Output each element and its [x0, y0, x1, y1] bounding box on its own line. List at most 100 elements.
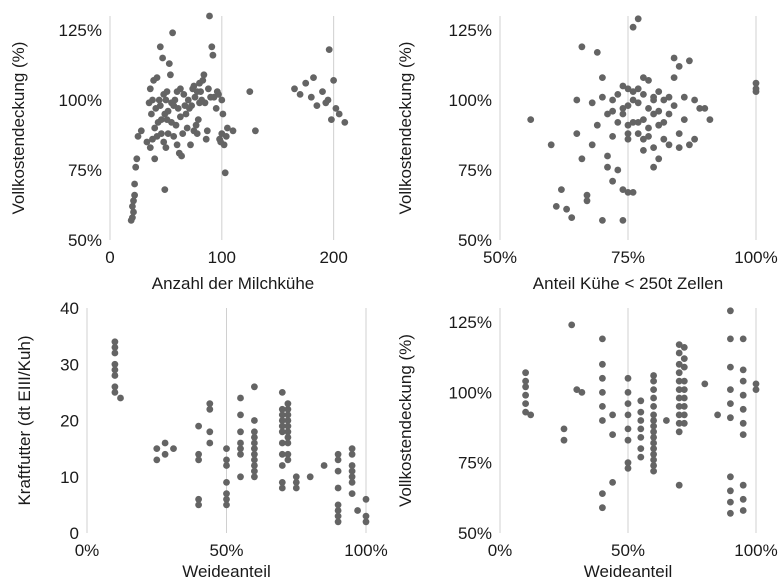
data-point	[223, 479, 230, 486]
data-point	[278, 462, 286, 469]
data-point	[593, 121, 601, 129]
data-point	[158, 130, 165, 138]
data-point	[624, 374, 632, 382]
data-point	[159, 54, 167, 62]
data-point	[134, 133, 142, 140]
data-point	[637, 453, 645, 461]
data-point	[177, 113, 184, 121]
data-point	[665, 110, 673, 118]
data-point	[558, 186, 565, 194]
data-point	[320, 462, 328, 469]
data-point	[362, 512, 370, 520]
x-tick-label: 100%	[734, 248, 777, 267]
data-point	[727, 386, 734, 393]
data-point	[209, 51, 217, 59]
data-point	[650, 144, 657, 152]
x-tick-label: 75%	[611, 248, 645, 267]
data-point	[200, 71, 208, 79]
data-point	[171, 96, 179, 104]
data-point	[629, 96, 637, 104]
data-point	[206, 428, 214, 436]
data-point	[727, 363, 734, 371]
data-point	[251, 473, 258, 481]
data-point	[650, 439, 657, 447]
data-point	[650, 386, 657, 393]
data-point	[278, 479, 286, 486]
data-point	[522, 369, 529, 377]
data-point	[296, 91, 304, 98]
data-point	[560, 425, 568, 433]
data-point	[599, 403, 606, 410]
data-point	[206, 400, 214, 407]
data-point	[237, 411, 244, 419]
data-point	[527, 116, 535, 123]
data-point	[195, 501, 203, 509]
data-point	[284, 450, 292, 458]
y-tick-label: 0	[70, 524, 79, 543]
data-point	[739, 405, 747, 413]
data-point	[206, 12, 213, 20]
data-point	[637, 417, 645, 424]
data-point	[675, 63, 683, 70]
data-point	[111, 349, 119, 357]
data-point	[162, 96, 170, 104]
data-point	[184, 96, 192, 104]
x-tick-label: 100%	[344, 541, 387, 560]
data-point	[739, 335, 747, 343]
data-point	[252, 127, 259, 135]
data-point	[251, 383, 258, 391]
x-tick-label: 50%	[483, 248, 517, 267]
data-point	[330, 77, 337, 84]
data-point	[675, 360, 683, 368]
data-point	[680, 403, 688, 410]
data-point	[328, 116, 335, 123]
data-point	[334, 501, 342, 509]
data-point	[650, 372, 657, 379]
y-tick-label: 75%	[68, 161, 102, 180]
data-point	[306, 473, 314, 481]
data-point	[111, 338, 119, 346]
x-axis-label: Anzahl der Milchkühe	[152, 274, 315, 293]
data-point	[131, 191, 139, 199]
data-point	[206, 405, 214, 413]
data-point	[278, 417, 286, 424]
data-point	[701, 380, 709, 388]
data-point	[229, 127, 237, 135]
chart-panel-3: 0% 50% 100% 0 10 20 30 40 Weideanteil Kraftfutter…	[15, 299, 388, 581]
data-point	[650, 96, 657, 104]
data-point	[362, 495, 370, 503]
data-point	[624, 459, 632, 467]
data-point	[739, 391, 747, 399]
data-point	[291, 85, 298, 93]
data-point	[212, 105, 220, 112]
data-point	[251, 445, 258, 452]
data-point	[111, 344, 119, 351]
data-point	[167, 71, 174, 79]
data-point	[624, 189, 632, 196]
data-point	[624, 436, 632, 444]
data-point	[319, 88, 326, 95]
data-point	[219, 110, 227, 118]
data-point	[655, 155, 663, 163]
data-point	[527, 411, 535, 419]
data-point	[237, 428, 244, 436]
data-point	[680, 386, 688, 393]
data-point	[675, 419, 683, 427]
data-point	[739, 495, 747, 503]
data-point	[675, 349, 683, 357]
data-point	[284, 400, 292, 407]
data-point	[146, 144, 154, 152]
data-point	[675, 428, 683, 436]
x-tick-label: 50%	[611, 541, 645, 560]
data-point	[251, 462, 258, 469]
data-point	[624, 130, 632, 138]
x-tick-label: 100%	[734, 541, 777, 560]
data-point	[637, 425, 645, 433]
data-point	[650, 377, 657, 385]
data-point	[131, 180, 139, 188]
data-point	[178, 152, 186, 160]
data-point	[332, 105, 340, 112]
data-point	[696, 105, 704, 112]
data-point	[637, 434, 645, 441]
data-point	[160, 138, 168, 146]
